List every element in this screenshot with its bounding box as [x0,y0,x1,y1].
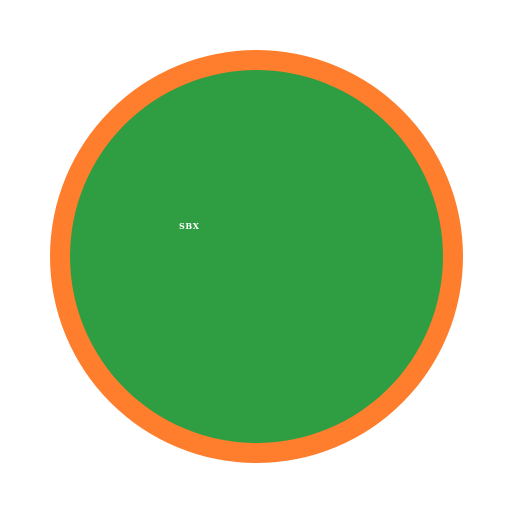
badge-inner-disc [70,70,443,443]
badge-label: SBX [179,221,200,231]
